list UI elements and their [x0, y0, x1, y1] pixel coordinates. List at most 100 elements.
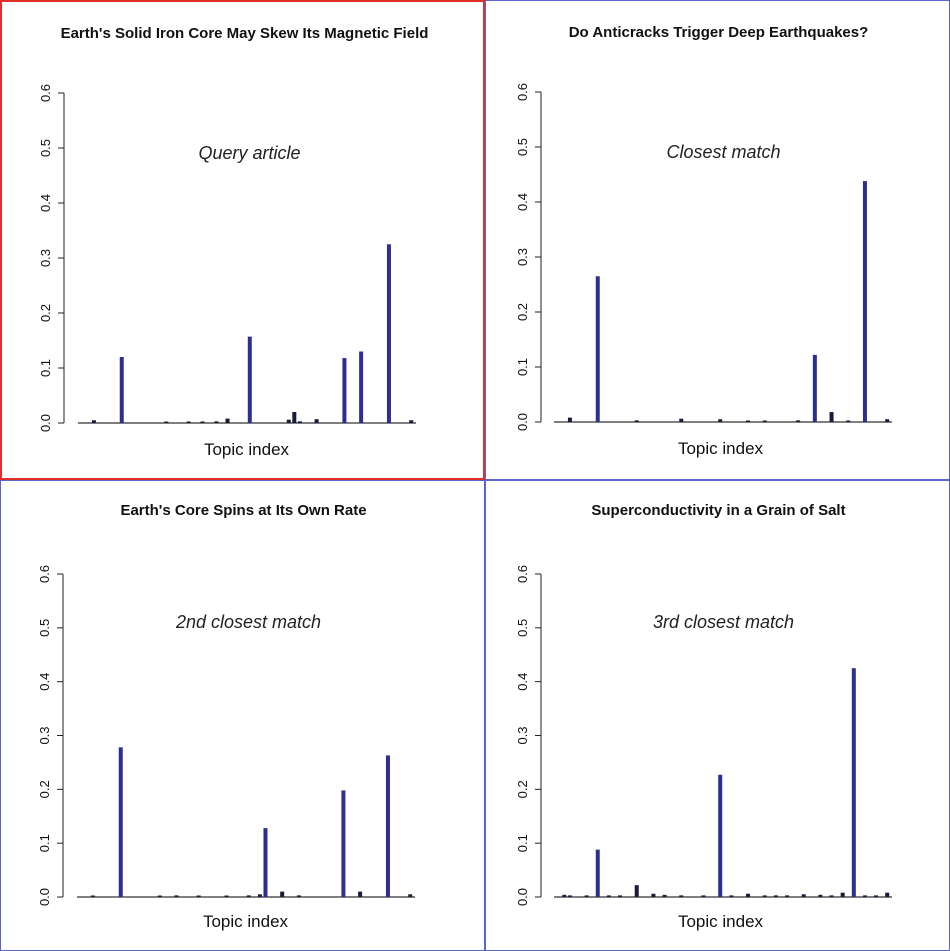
- y-tick-label: 0.3: [515, 726, 530, 744]
- panel-2nd-closest-match: Earth's Core Spins at Its Own Rate 2nd cl…: [0, 480, 485, 951]
- bar: [386, 244, 391, 423]
- bar: [679, 895, 684, 897]
- bar: [818, 894, 823, 897]
- bar: [359, 351, 364, 423]
- y-tick-label: 0.1: [515, 834, 530, 852]
- y-tick-label: 0.3: [37, 726, 52, 744]
- chart-title: Do Anticracks Trigger Deep Earthquakes?: [569, 24, 869, 41]
- bar: [718, 419, 723, 422]
- bar: [885, 892, 890, 897]
- y-tick-label: 0.0: [37, 888, 52, 906]
- x-axis-label: Topic index: [678, 912, 764, 931]
- chart-title: Superconductivity in a Grain of Salt: [591, 502, 845, 519]
- bar: [341, 790, 346, 897]
- bar: [567, 417, 572, 422]
- bar: [851, 668, 856, 897]
- bar: [846, 420, 851, 422]
- bar: [801, 894, 806, 897]
- bar: [840, 892, 845, 897]
- bar: [562, 894, 567, 897]
- bar: [662, 894, 667, 897]
- y-tick-label: 0.6: [38, 84, 53, 102]
- bar: [297, 421, 302, 423]
- bar: [862, 895, 867, 897]
- y-tick-label: 0.3: [38, 249, 53, 267]
- bar: [90, 895, 95, 897]
- chart-annotation: 2nd closest match: [175, 612, 321, 632]
- bar: [286, 419, 291, 423]
- y-tick-label: 0.2: [37, 780, 52, 798]
- bar: [718, 774, 723, 897]
- bar: [358, 891, 363, 897]
- y-tick-label: 0.6: [37, 565, 52, 583]
- bar: [584, 895, 589, 897]
- bar: [157, 895, 162, 897]
- bar: [862, 181, 867, 422]
- x-axis-label: Topic index: [204, 440, 290, 459]
- bar: [634, 420, 639, 422]
- bar: [296, 895, 301, 897]
- y-tick-label: 0.2: [515, 303, 530, 321]
- y-tick-label: 0.5: [515, 619, 530, 637]
- bar: [408, 894, 413, 897]
- bar: [409, 420, 414, 423]
- bar: [342, 358, 347, 423]
- bar: [796, 420, 801, 422]
- bar: [606, 895, 611, 897]
- y-tick-label: 0.4: [515, 193, 530, 211]
- bar: [91, 420, 96, 423]
- bar: [224, 895, 229, 897]
- bar: [567, 895, 572, 897]
- bar: [225, 418, 230, 423]
- y-tick-label: 0.5: [38, 139, 53, 157]
- y-tick-label: 0.2: [515, 780, 530, 798]
- bar: [785, 895, 790, 897]
- bar: [119, 357, 124, 423]
- bar: [280, 891, 285, 897]
- chart-title: Earth's Core Spins at Its Own Rate: [120, 502, 366, 519]
- bar: [762, 420, 767, 422]
- bar: [196, 895, 201, 897]
- y-tick-label: 0.5: [515, 138, 530, 156]
- y-tick-label: 0.6: [515, 83, 530, 101]
- bar: [746, 420, 751, 422]
- chart-annotation: Query article: [198, 143, 300, 163]
- bar: [257, 894, 262, 897]
- y-tick-label: 0.4: [37, 673, 52, 691]
- bar: [773, 895, 778, 897]
- bar: [292, 412, 297, 423]
- bar: [385, 755, 390, 897]
- y-tick-label: 0.3: [515, 248, 530, 266]
- bar: [247, 336, 252, 423]
- bar: [314, 419, 319, 423]
- bar: [186, 421, 191, 423]
- chart-svg: Superconductivity in a Grain of Salt 3rd …: [515, 502, 892, 931]
- x-axis-label: Topic index: [678, 439, 764, 458]
- panel-3rd-closest-match: Superconductivity in a Grain of Salt 3rd …: [485, 480, 950, 951]
- bar: [118, 747, 123, 897]
- bar: [246, 895, 251, 897]
- bar: [595, 849, 600, 897]
- y-tick-label: 0.1: [38, 359, 53, 377]
- bar: [651, 893, 656, 897]
- bar: [762, 895, 767, 897]
- bar: [634, 885, 639, 897]
- bar: [214, 421, 219, 423]
- y-tick-label: 0.4: [38, 194, 53, 212]
- bar: [263, 828, 268, 897]
- bar: [701, 895, 706, 897]
- bar: [164, 421, 169, 423]
- bar: [200, 421, 205, 423]
- panel-closest-match: Do Anticracks Trigger Deep Earthquakes? C…: [485, 0, 950, 480]
- chart-title: Earth's Solid Iron Core May Skew Its Mag…: [61, 25, 429, 42]
- bar: [618, 895, 623, 897]
- y-tick-label: 0.1: [515, 358, 530, 376]
- bar: [729, 895, 734, 897]
- chart-annotation: Closest match: [666, 142, 780, 162]
- chart-svg: Earth's Solid Iron Core May Skew Its Mag…: [38, 25, 429, 459]
- y-tick-label: 0.0: [515, 888, 530, 906]
- bar: [829, 895, 834, 897]
- bar: [595, 276, 600, 422]
- bar: [812, 354, 817, 422]
- y-tick-label: 0.5: [37, 619, 52, 637]
